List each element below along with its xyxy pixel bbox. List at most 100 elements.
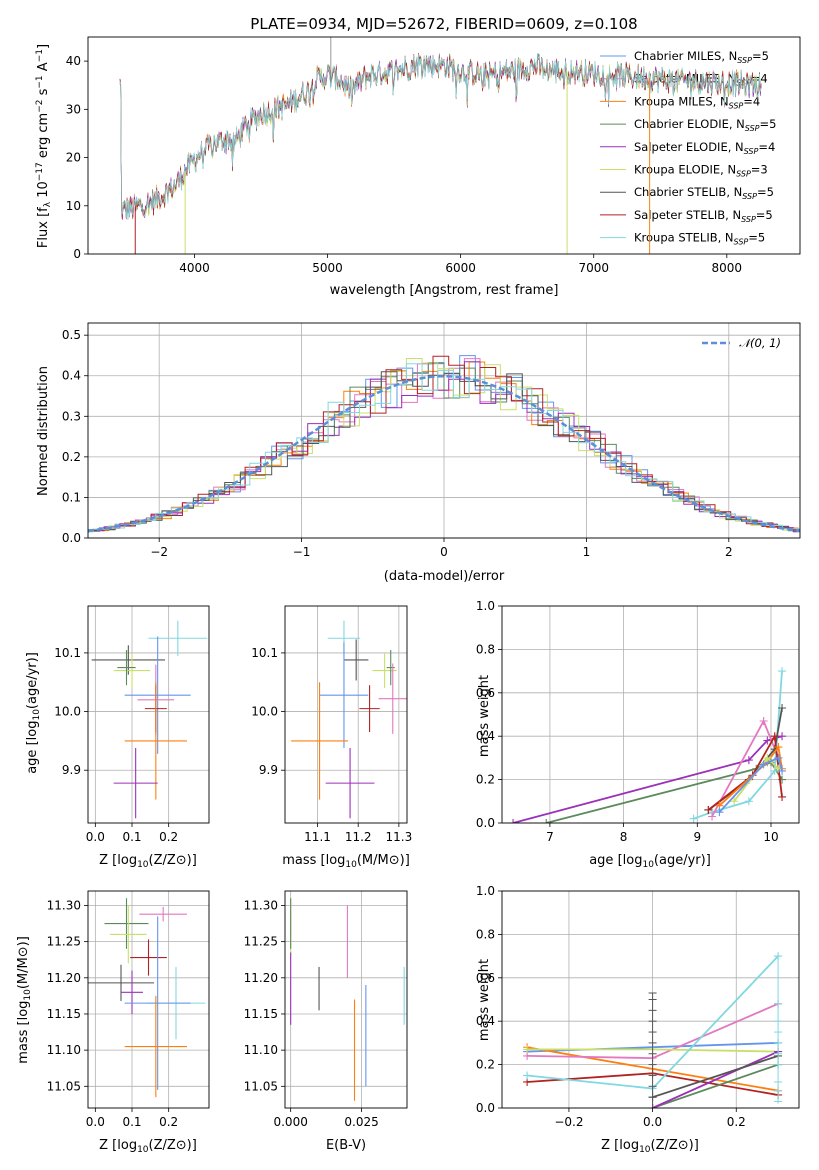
y-tick-label: 0.5 bbox=[62, 328, 81, 342]
x-tick-label: −2 bbox=[150, 545, 168, 559]
legend-entry: Kroupa ELODIE, NSSP=3 bbox=[634, 163, 768, 179]
x-tick-label: 1 bbox=[583, 545, 591, 559]
weight-series-line bbox=[652, 1055, 779, 1099]
weight-marker bbox=[778, 703, 787, 712]
y-tick-label: 10 bbox=[66, 199, 81, 213]
y-tick-label: 0.1 bbox=[62, 490, 81, 504]
mass-weight-vs-age-y-axis-label: mass weight bbox=[477, 675, 492, 757]
legend-entry: Chabrier MILES, NSSP=5 bbox=[634, 49, 769, 65]
x-tick-label: 0.0 bbox=[86, 830, 105, 844]
residuals-legend-label: 𝒩(0, 1) bbox=[739, 336, 781, 350]
y-tick-label: 1.0 bbox=[476, 599, 495, 613]
y-tick-label: 11.15 bbox=[47, 1007, 81, 1021]
y-tick-label: 0.8 bbox=[476, 927, 495, 941]
x-tick-label: 7000 bbox=[578, 261, 609, 275]
x-tick-label: 6000 bbox=[445, 261, 476, 275]
data-point bbox=[121, 970, 143, 1014]
legend-entry: Chabrier STELIB, NSSP=5 bbox=[634, 185, 774, 201]
weight-marker bbox=[744, 756, 753, 765]
weight-marker bbox=[770, 732, 779, 741]
data-point bbox=[117, 649, 136, 686]
age-vs-metallicity-panel: Z [log10(Z/Z⊙)] age [log10(age/yr)] 0.0 0… bbox=[25, 605, 210, 870]
data-point bbox=[124, 636, 191, 754]
y-tick-label: 11.05 bbox=[47, 1079, 81, 1093]
y-tick-label: 40 bbox=[66, 54, 81, 68]
y-tick-label: 0.4 bbox=[476, 729, 495, 743]
y-tick-label: 10.0 bbox=[251, 705, 278, 719]
y-tick-label: 11.25 bbox=[47, 935, 81, 949]
data-point bbox=[325, 747, 375, 819]
x-tick-label: 11.2 bbox=[345, 830, 372, 844]
axes-frame bbox=[87, 322, 801, 539]
x-tick-label: 0.1 bbox=[122, 830, 141, 844]
data-point bbox=[386, 649, 395, 686]
data-point bbox=[130, 939, 167, 976]
y-tick-label: 0.4 bbox=[476, 1014, 495, 1028]
y-tick-label: 9.9 bbox=[62, 763, 81, 777]
weight-marker bbox=[778, 766, 787, 775]
y-tick-label: 10.0 bbox=[54, 705, 81, 719]
x-tick-label: 0.1 bbox=[122, 1115, 141, 1129]
weight-series-line bbox=[652, 1063, 779, 1108]
x-tick-label: 0.0 bbox=[86, 1115, 105, 1129]
weight-marker bbox=[730, 797, 739, 806]
histogram-series bbox=[88, 371, 800, 532]
weight-marker bbox=[744, 797, 753, 806]
mass-vs-z-y-axis-label: mass [log10(M/M⊙)] bbox=[16, 936, 33, 1064]
mass-vs-ebv-x-axis-label: E(B-V) bbox=[326, 1138, 366, 1153]
x-tick-label: −0.2 bbox=[554, 1115, 583, 1129]
y-tick-label: 11.30 bbox=[244, 898, 278, 912]
age-vs-z-x-axis-label: Z [log10(Z/Z⊙)] bbox=[99, 853, 197, 870]
data-point bbox=[343, 639, 369, 681]
data-point bbox=[88, 964, 154, 1001]
x-tick-label: 7 bbox=[546, 830, 554, 844]
data-point bbox=[139, 906, 187, 922]
x-tick-label: 11.3 bbox=[386, 830, 413, 844]
weight-marker bbox=[689, 814, 698, 823]
x-tick-label: 11.1 bbox=[304, 830, 331, 844]
errorbar-points bbox=[91, 620, 208, 819]
mass-weight-vs-metallicity-panel: Z [log10(Z/Z⊙)] mass weight −0.2 0.0 0.2 0.… bbox=[476, 884, 800, 1155]
data-point bbox=[110, 905, 147, 964]
x-tick-label: 4000 bbox=[179, 261, 210, 275]
data-point bbox=[113, 652, 151, 689]
y-tick-label: 11.05 bbox=[244, 1079, 278, 1093]
age-vs-mass-panel: mass [log10(M/M⊙)] 11.1 11.2 11.3 9.9 10.0 10… bbox=[251, 605, 413, 870]
y-tick-label: 10.1 bbox=[54, 646, 81, 660]
y-tick-label: 20 bbox=[66, 151, 81, 165]
marker-stacks bbox=[648, 955, 783, 1109]
weight-lines bbox=[509, 667, 787, 823]
y-tick-label: 1.0 bbox=[476, 884, 495, 898]
plot-area bbox=[285, 606, 407, 823]
axes-frame bbox=[87, 36, 801, 255]
y-tick-label: 11.20 bbox=[47, 971, 81, 985]
y-tick-label: 11.20 bbox=[244, 971, 278, 985]
y-tick-label: 0.0 bbox=[476, 1101, 495, 1115]
spectrum-panel: PLATE=0934, MJD=52672, FIBERID=0609, z=0… bbox=[35, 15, 801, 298]
weight-marker bbox=[523, 1071, 532, 1080]
axes-frame bbox=[87, 890, 210, 1109]
weight-series-line bbox=[652, 1050, 779, 1108]
x-tick-label: 0.2 bbox=[159, 1115, 178, 1129]
spectrum-x-axis-label: wavelength [Angstrom, rest frame] bbox=[330, 283, 559, 298]
errorbar-points bbox=[290, 898, 405, 1101]
legend-entry: Kroupa STELIB, NSSP=5 bbox=[634, 231, 765, 247]
y-tick-label: 0.6 bbox=[476, 971, 495, 985]
x-tick-label: 0.000 bbox=[273, 1115, 307, 1129]
plot-area bbox=[88, 606, 209, 823]
weight-marker bbox=[778, 792, 787, 801]
mass-weight-vs-z-y-axis-label: mass weight bbox=[477, 959, 492, 1041]
plot-area bbox=[502, 890, 799, 1109]
x-tick-label: 8000 bbox=[712, 261, 743, 275]
axes-frame bbox=[501, 605, 800, 824]
mass-weight-vs-age-panel: age [log10(age/yr)] mass weight 7 8 9 10 0.0… bbox=[476, 599, 800, 870]
weight-marker bbox=[763, 736, 772, 745]
y-tick-label: 0.8 bbox=[476, 642, 495, 656]
y-tick-label: 0.4 bbox=[62, 369, 81, 383]
y-tick-label: 0 bbox=[73, 247, 81, 261]
y-tick-label: 11.30 bbox=[47, 898, 81, 912]
data-point bbox=[113, 747, 158, 819]
weight-marker bbox=[778, 667, 787, 676]
y-tick-label: 10.1 bbox=[251, 646, 278, 660]
data-point bbox=[104, 898, 149, 949]
